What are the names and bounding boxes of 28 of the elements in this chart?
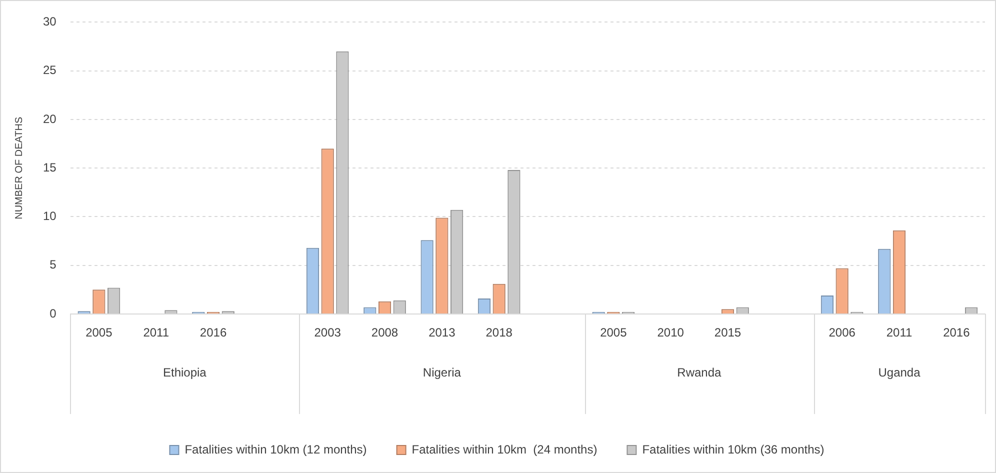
x-tick-label: 2003 [314,326,342,340]
x-tick-label: 2016 [200,326,227,340]
x-tick-label: 2011 [886,326,912,340]
y-tick-label: 15 [42,160,57,174]
x-tick-label: 2005 [600,326,628,340]
y-axis-title: NUMBER OF DEATHS [14,116,25,220]
x-tick-label: 2015 [714,326,742,340]
x-tick-label: 2005 [86,326,113,340]
legend-label: Fatalities within 10km (12 months) [184,442,367,456]
x-tick-label: 2018 [486,326,513,340]
text: Ethiopia [162,365,207,380]
text: Uganda [878,365,921,380]
y-tick-label: 20 [42,112,57,126]
y-tick-label: 0 [50,306,57,320]
x-tick-label: 2006 [828,326,856,340]
y-tick-label: 25 [42,63,57,78]
legend-label: Fatalities within 10km (24 months) [412,442,598,456]
text: Nigeria [422,365,462,380]
legend-label: Fatalities within 10km (36 months) [642,442,824,456]
x-tick-label: 2011 [143,326,170,340]
x-tick-label: 2010 [657,326,684,340]
y-tick-label: 30 [42,14,57,29]
y-tick-label: 5 [50,258,57,272]
x-tick-label: 2013 [428,326,456,340]
y-tick-label: 10 [42,209,57,224]
text: Rwanda [677,365,722,380]
x-tick-label: 2008 [371,326,398,340]
x-tick-label: 2016 [943,326,970,340]
